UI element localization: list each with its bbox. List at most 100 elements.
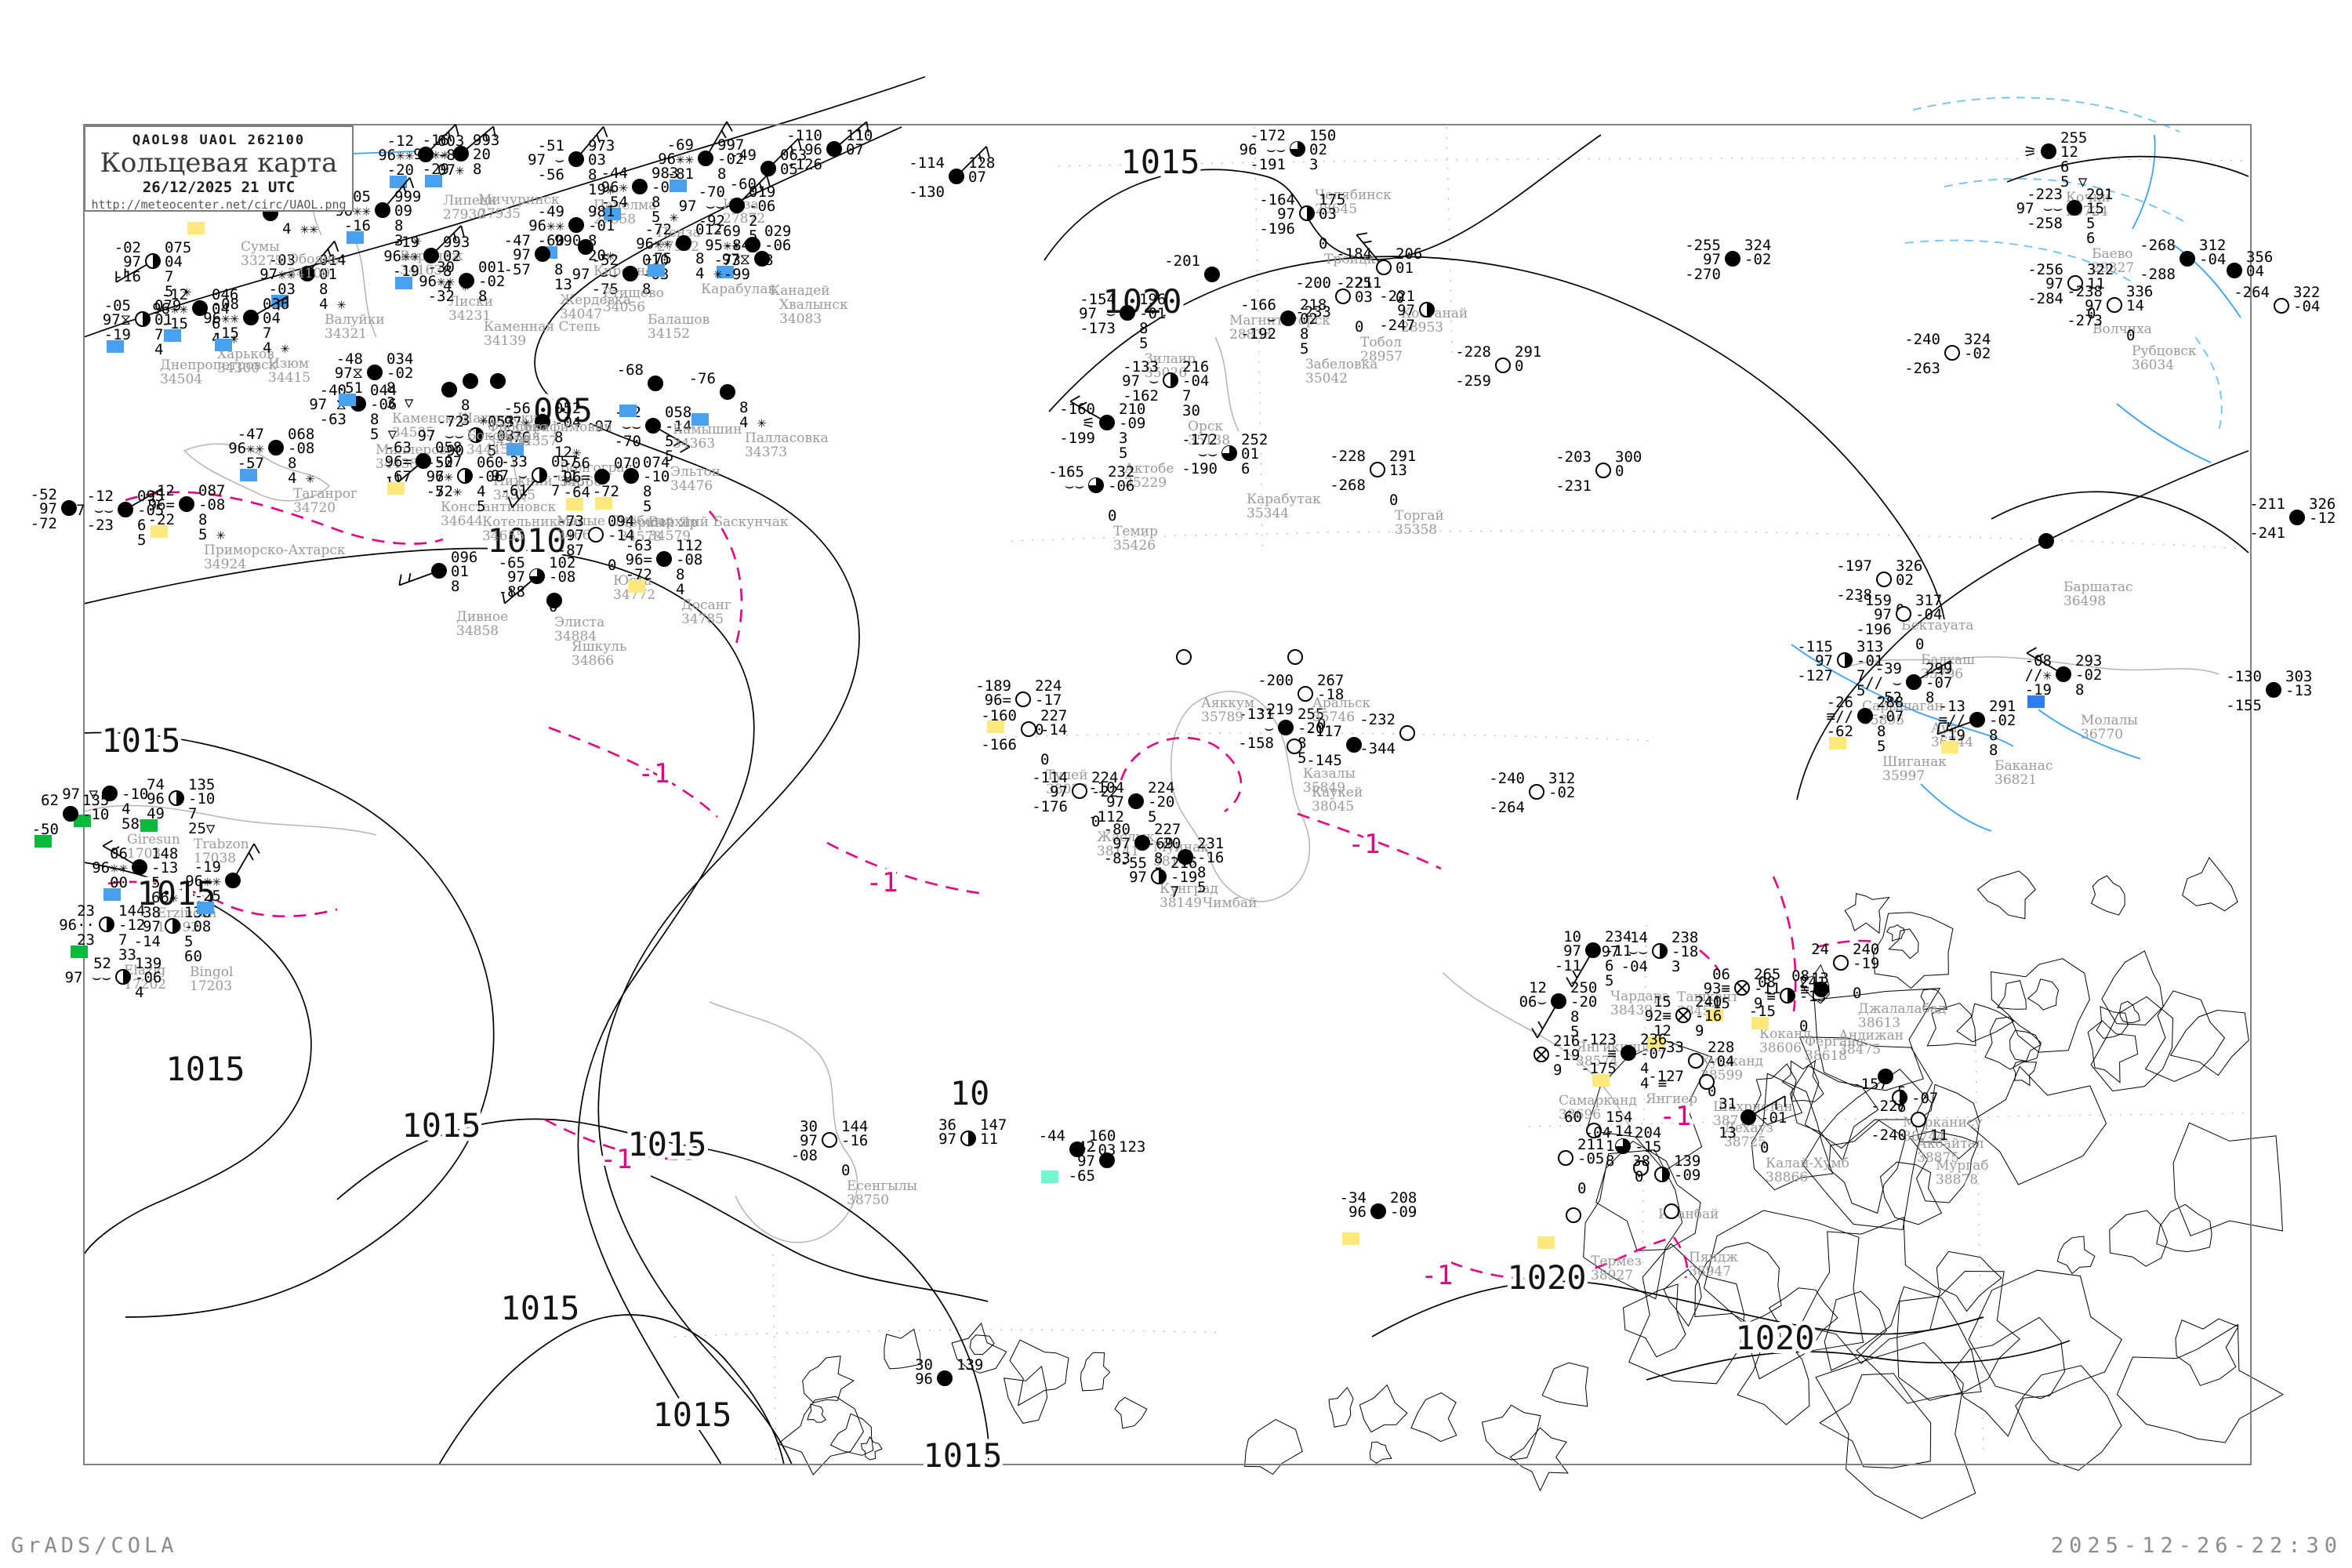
weather-colour-square [670, 180, 687, 192]
station-value: Бектауата [1901, 618, 1973, 633]
station-value: -01 [588, 217, 615, 234]
station-value: 326 [1896, 557, 1922, 575]
station-value: -159 [1856, 592, 1892, 609]
station-value: Шиганак [1882, 754, 1947, 770]
weather-colour-square [197, 902, 214, 914]
cloud-cover-symbol [63, 806, 78, 822]
station-value: 211 [1577, 1136, 1604, 1153]
station-value: Ташкент [1677, 989, 1739, 1005]
cloud-cover-symbol [2274, 298, 2289, 314]
terrain-contour [1244, 1419, 1303, 1475]
station-value: 019 [749, 183, 775, 201]
station-value: 34356 [488, 434, 530, 449]
station-value: Пенза [657, 225, 701, 241]
weather-colour-square [1537, 1236, 1555, 1249]
station-value: ⌣ [1264, 720, 1274, 737]
station-value: 27935 [478, 206, 521, 222]
weather-colour-square [425, 175, 442, 187]
station-value: 250 [1570, 979, 1597, 996]
cloud-cover-symbol [826, 141, 842, 157]
station-value: 35789 [1201, 710, 1243, 725]
station-value: 04 [212, 300, 230, 318]
station-value: 2 [749, 212, 757, 230]
cloud-cover-symbol [1911, 1112, 1926, 1127]
station-value: 3 ✳ [461, 412, 488, 429]
station-value: 252 [1241, 431, 1268, 448]
station-value: -56 [504, 400, 531, 417]
cloud-cover-symbol [568, 217, 584, 233]
station-value: Троицк [1324, 252, 1376, 267]
terrain-contour [2009, 1029, 2042, 1062]
station-value: -184 [1336, 245, 1372, 263]
station-value: 3 [1309, 156, 1318, 173]
cloud-cover-symbol [1969, 712, 1985, 728]
station-value: 8 [695, 250, 704, 267]
station-value: -09 [1390, 1203, 1417, 1221]
isallobar-label: -1 [1421, 1260, 1454, 1291]
station-value: 6 [1897, 1098, 1906, 1116]
cloud-cover-symbol [754, 251, 770, 267]
station-value: -90 [437, 442, 464, 459]
station-value: 8 [1989, 727, 1998, 744]
station-value: -08 [791, 1147, 818, 1164]
station-value: 38 [143, 904, 161, 921]
station-value: 96✳✳ [636, 235, 672, 252]
station-value: -70 [699, 183, 725, 201]
station-value: 97 [1815, 652, 1833, 670]
cloud-cover-symbol [1178, 849, 1193, 865]
cloud-cover-symbol [463, 373, 478, 389]
station-value: -08 [212, 296, 239, 313]
station-value: 34655 [482, 528, 524, 544]
station-value: -155 [2226, 697, 2262, 714]
cloud-cover-symbol [1906, 674, 1922, 690]
station-value: Elazig [124, 963, 165, 978]
station-value: 23 [77, 931, 95, 949]
station-value: 97 ⌣⌣ [418, 427, 464, 445]
station-value: 8 [387, 379, 395, 397]
isobar-label: 1015 [401, 1106, 481, 1145]
weather-colour-square [628, 580, 645, 593]
station-value: 36498 [2063, 593, 2106, 609]
station-value: 34321 [325, 326, 367, 342]
terrain-contour [2087, 1020, 2139, 1083]
station-value: Миллерово [376, 442, 455, 458]
station-value: 38696 [1559, 1107, 1601, 1123]
station-value: 25▽ [188, 820, 216, 837]
station-value: -190 [1181, 460, 1218, 477]
sky-obscured-cross [1677, 1009, 1690, 1022]
station-value: -49 [538, 203, 564, 220]
terrain-contour [1991, 958, 2090, 1053]
station-value: -33 [1657, 1039, 1684, 1056]
station-value: -84 [724, 237, 750, 254]
cloud-cover-symbol [2266, 682, 2281, 698]
station-value: 3 [1119, 430, 1127, 447]
cloud-cover-symbol [416, 453, 431, 469]
station-value: -72 [626, 566, 652, 583]
terrain-contour [1815, 1341, 1976, 1519]
cloud-half-fill [123, 970, 130, 984]
cloud-cover-symbol [418, 147, 434, 162]
cloud-cover-symbol [1298, 686, 1313, 702]
station-value: 02 [1309, 141, 1327, 158]
cloud-half-fill [1662, 1167, 1669, 1181]
station-value: 34300 [217, 361, 260, 376]
station-value: Trabzon [194, 837, 249, 852]
station-value: 8 [1877, 723, 1886, 740]
station-value: // ⌣ [1865, 674, 1902, 691]
station-plot: -197-238326020Бектауата [1836, 557, 1973, 633]
station-value: 208 [1390, 1189, 1417, 1207]
station-plot: -117 -145 [1306, 723, 1362, 769]
station-value: -231 [1555, 477, 1592, 495]
station-value: Серафимович [515, 419, 612, 435]
